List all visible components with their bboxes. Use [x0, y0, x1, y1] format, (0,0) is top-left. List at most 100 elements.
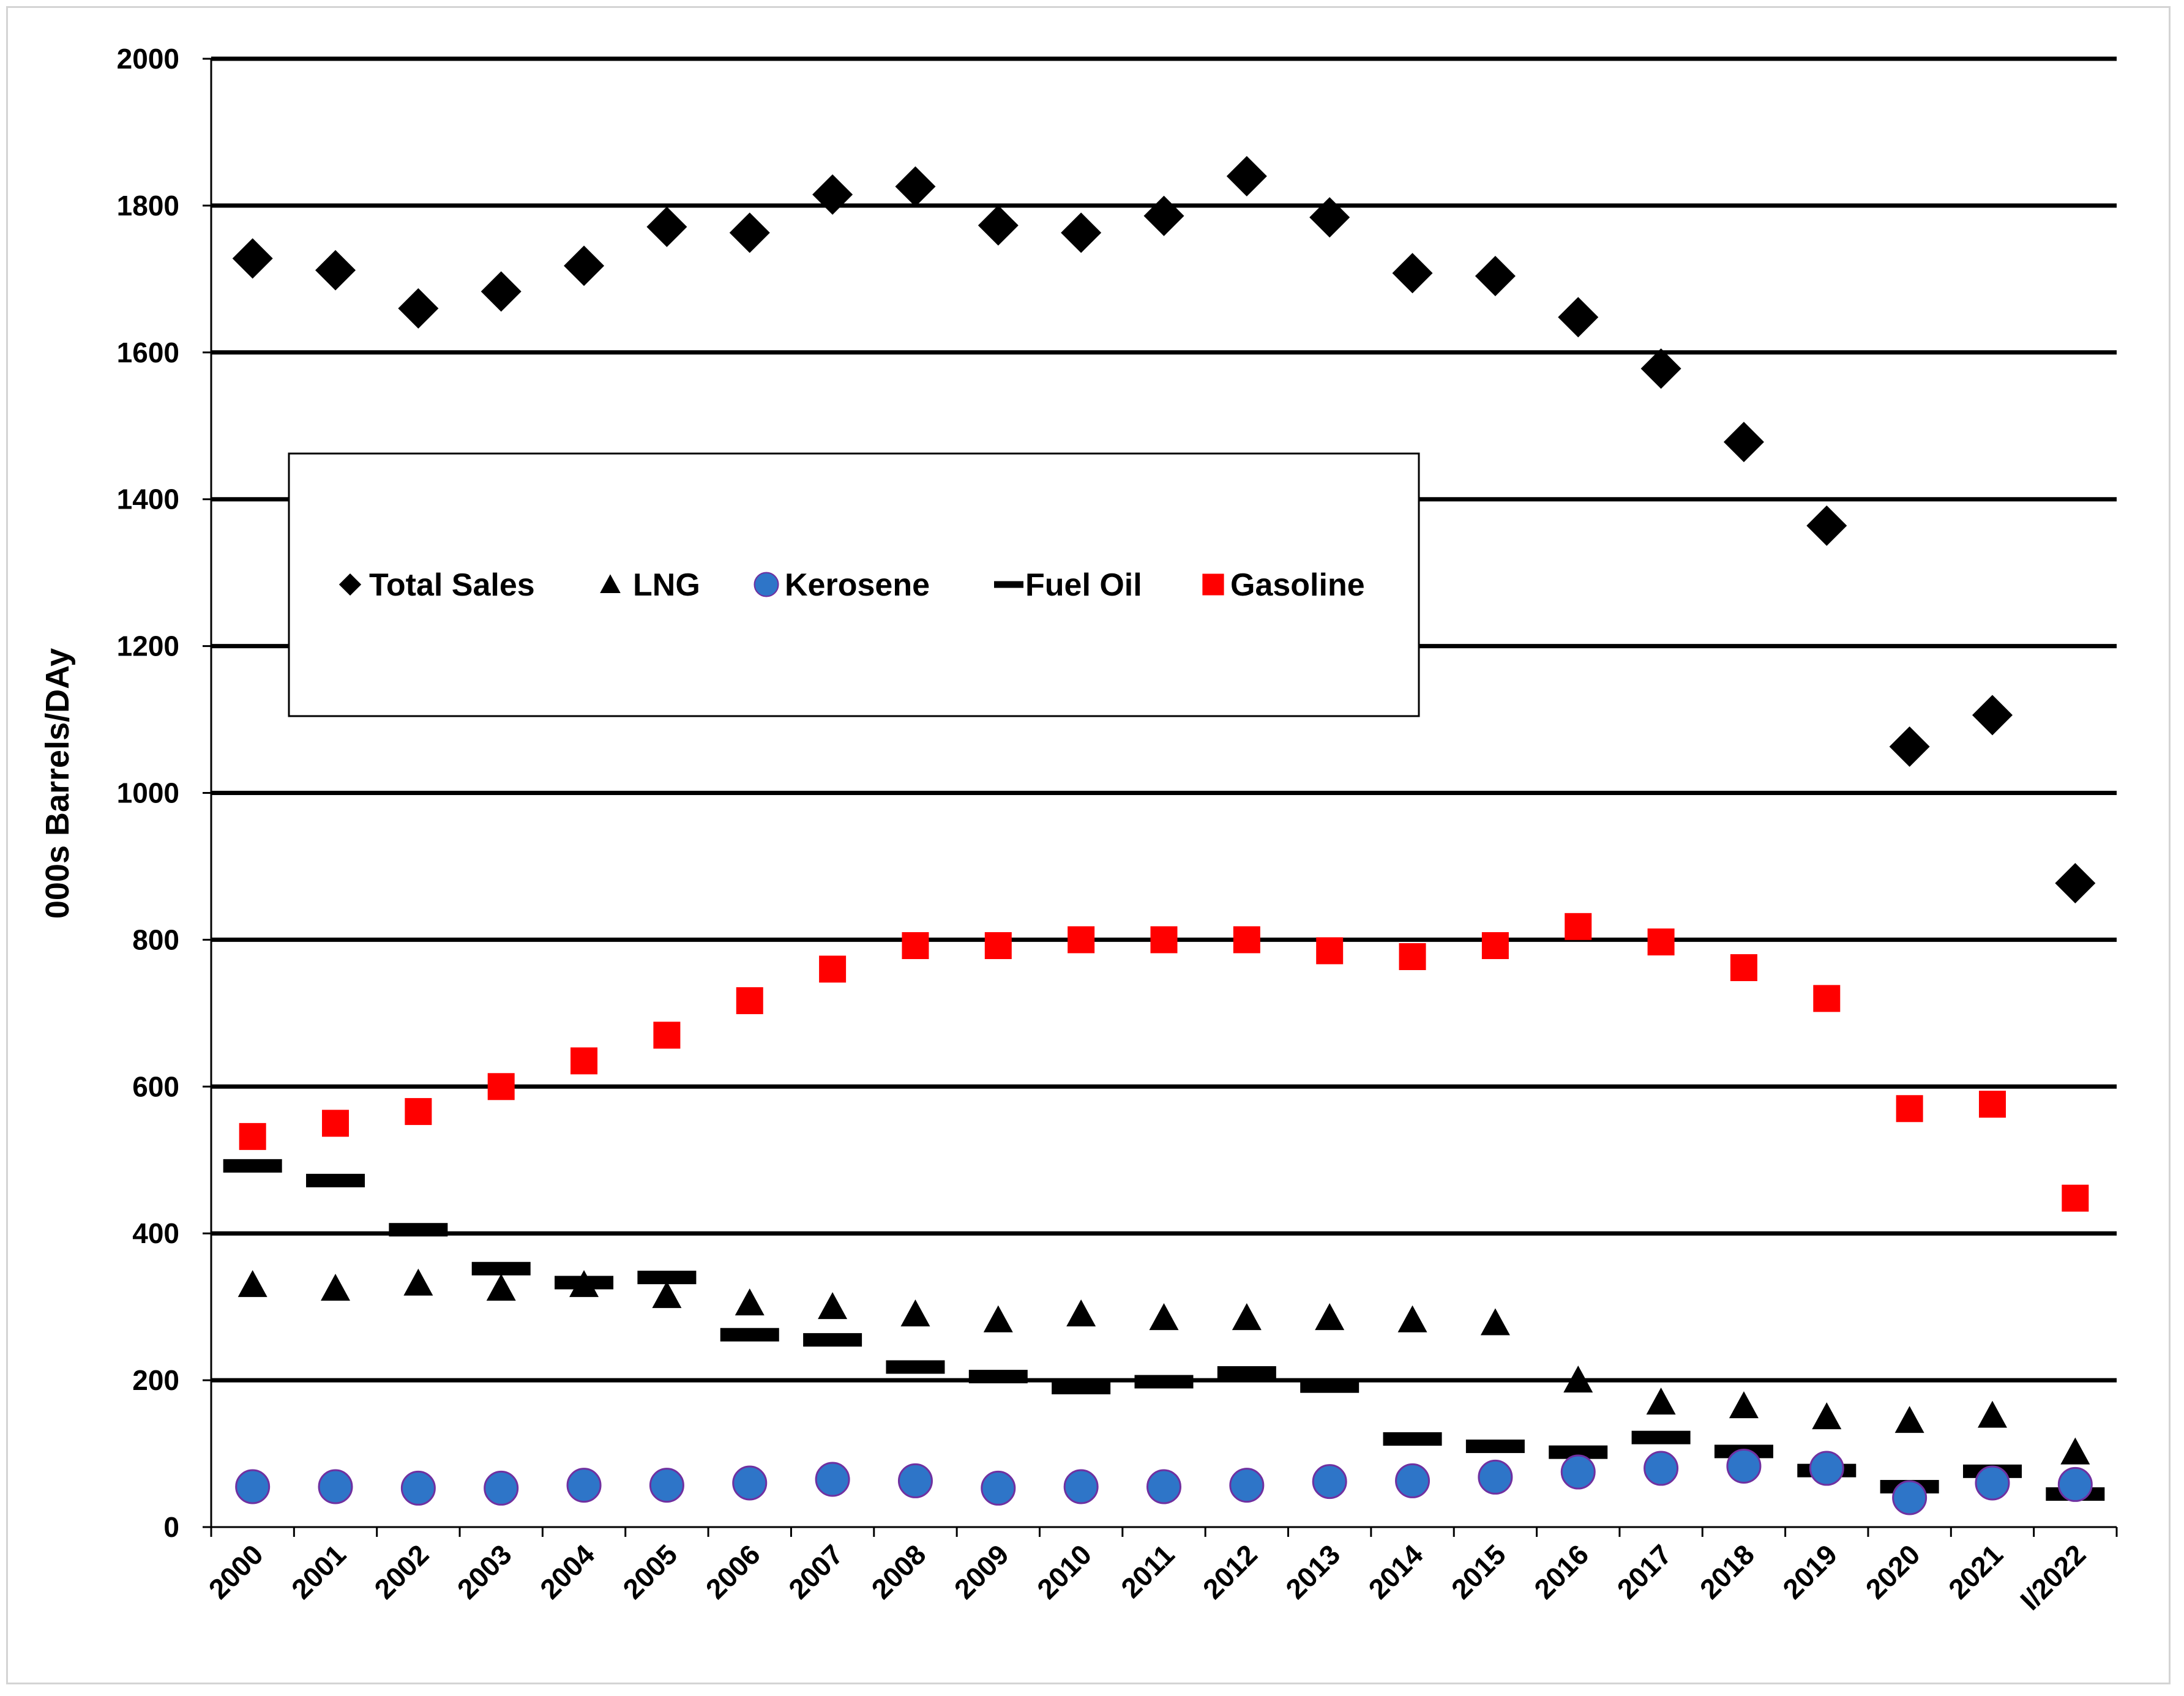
legend-marker	[994, 581, 1023, 588]
data-point	[1399, 943, 1426, 970]
data-point	[736, 987, 763, 1014]
x-tick-label: 2003	[451, 1538, 518, 1605]
data-point	[1052, 1381, 1111, 1395]
y-tick-label: 200	[132, 1364, 179, 1396]
data-point	[1560, 1454, 1596, 1490]
x-tick-label: 2011	[1115, 1538, 1180, 1604]
data-point	[471, 1261, 531, 1276]
data-point	[481, 271, 522, 312]
data-point	[484, 1470, 519, 1506]
data-point	[649, 1468, 684, 1503]
x-tick-label: 2005	[616, 1538, 683, 1605]
legend-item: LNG	[600, 567, 700, 603]
y-axis-title: 000s Barrels/DAy	[39, 648, 76, 919]
data-point	[653, 1022, 681, 1049]
legend-label: Total Sales	[369, 567, 535, 603]
data-point	[1806, 505, 1847, 546]
data-point	[720, 1328, 779, 1342]
data-point	[729, 212, 770, 253]
legend-label: LNG	[633, 567, 700, 603]
data-point	[1726, 1448, 1762, 1484]
data-point	[984, 932, 1012, 959]
data-point	[646, 206, 687, 247]
data-point	[1896, 1095, 1923, 1123]
data-point	[486, 1274, 516, 1301]
data-point	[1640, 348, 1681, 389]
data-point	[1480, 1308, 1510, 1336]
legend-item: Kerosene	[754, 567, 930, 603]
data-point	[403, 1268, 433, 1296]
x-tick-label: 2008	[865, 1538, 932, 1605]
data-point	[1233, 926, 1260, 954]
data-point	[895, 166, 936, 207]
data-point	[1644, 1451, 1679, 1486]
data-point	[1978, 1091, 2006, 1118]
legend-label: Fuel Oil	[1025, 567, 1142, 603]
data-point	[968, 1370, 1028, 1384]
legend: Total Sales LNG Kerosene Fuel Oil Gasoline	[288, 452, 1420, 717]
legend-item: Fuel Oil	[994, 567, 1142, 603]
x-tick-label: 2021	[1942, 1538, 2009, 1605]
series-kerosene	[235, 1448, 2093, 1515]
data-point	[637, 1271, 697, 1285]
legend-marker	[754, 572, 779, 597]
data-point	[1894, 1406, 1924, 1433]
x-tick-label: 2015	[1445, 1538, 1512, 1605]
x-tick-label: 2013	[1279, 1538, 1346, 1605]
data-point	[1149, 1303, 1179, 1331]
data-point	[732, 1465, 768, 1501]
data-point	[1063, 1469, 1099, 1504]
data-point	[2062, 1184, 2089, 1212]
data-point	[1892, 1480, 1928, 1515]
data-point	[318, 1469, 353, 1504]
y-tick-label: 1800	[117, 190, 179, 222]
data-point	[2060, 1437, 2090, 1465]
x-tick-label: 2010	[1031, 1538, 1098, 1605]
x-tick-label: 2000	[203, 1538, 269, 1605]
data-point	[818, 1292, 848, 1320]
data-point	[1558, 297, 1599, 338]
data-point	[1150, 926, 1178, 954]
x-tick-label: 2018	[1694, 1538, 1760, 1605]
data-point	[555, 1276, 614, 1290]
x-tick-label: 2019	[1776, 1538, 1843, 1605]
data-point	[1631, 1430, 1691, 1444]
data-point	[1066, 1299, 1096, 1327]
legend-item: Total Sales	[338, 567, 535, 603]
data-point	[1143, 195, 1184, 236]
y-tick-label: 2000	[117, 43, 179, 75]
y-tick-labels: 0 200 400 600 800 1000 1200 1400 1600 1800 2000	[117, 43, 179, 1543]
data-point	[735, 1288, 765, 1316]
data-point	[897, 1463, 933, 1498]
data-point	[803, 1333, 862, 1347]
data-point	[1646, 1388, 1676, 1415]
data-marks	[223, 155, 2105, 1515]
y-tick-label: 400	[132, 1217, 179, 1249]
data-point	[1481, 932, 1509, 959]
x-tick-label: 2012	[1197, 1538, 1263, 1605]
x-tick-label: 2007	[782, 1538, 849, 1605]
data-point	[405, 1098, 432, 1126]
legend-label: Kerosene	[785, 567, 930, 603]
series-total-sales	[232, 155, 2096, 904]
data-point	[1392, 253, 1433, 294]
gridlines	[211, 56, 2117, 1383]
y-tick-label: 1000	[117, 777, 179, 809]
data-point	[321, 1274, 351, 1301]
series-lng	[237, 1268, 2090, 1465]
x-tick-label: 2020	[1860, 1538, 1926, 1605]
data-point	[1229, 1468, 1265, 1503]
data-point	[1226, 155, 1267, 196]
legend-marker	[1202, 573, 1224, 596]
data-point	[1975, 1465, 2010, 1501]
x-tick-label: 2014	[1362, 1538, 1429, 1605]
data-point	[1972, 695, 2013, 736]
data-point	[1809, 1451, 1844, 1486]
x-tick-label: 2009	[948, 1538, 1015, 1605]
data-point	[239, 1123, 266, 1150]
data-point	[819, 955, 847, 983]
data-point	[2057, 1466, 2093, 1502]
data-point	[1232, 1303, 1262, 1331]
axes	[203, 58, 2118, 1537]
